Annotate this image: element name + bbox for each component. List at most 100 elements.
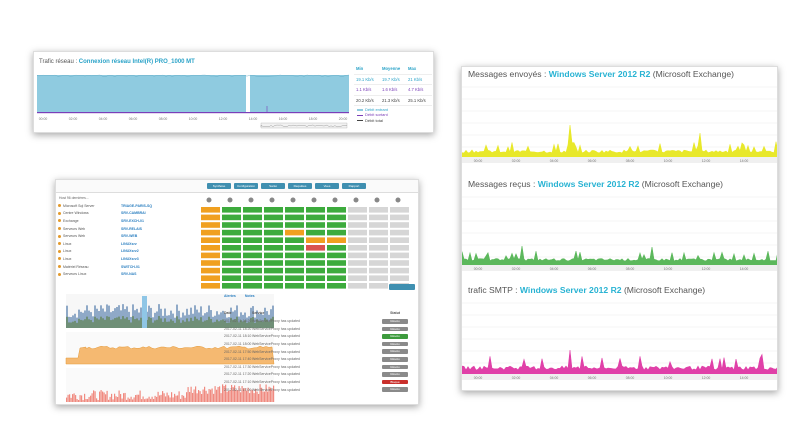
red-bar <box>91 393 93 402</box>
exchange-time-label: 06:00 <box>588 376 597 380</box>
status-cell <box>243 260 262 266</box>
status-cell <box>348 214 367 221</box>
host-link[interactable]: LINUXsrv <box>121 241 137 246</box>
event-status-badge: Résolu <box>382 341 408 347</box>
host-row[interactable]: Linux LINUXsrv3 <box>58 255 198 263</box>
host-row[interactable]: Serveurs Web SRV-WEB <box>58 232 198 240</box>
mem-bar <box>130 322 132 328</box>
host-row[interactable]: Exchange SRV-EXCH-01 <box>58 217 198 225</box>
status-cell <box>201 222 220 228</box>
host-group: Linux <box>63 241 72 246</box>
host-row[interactable]: Serveurs Web SRV-RELAIS <box>58 225 198 233</box>
cpu-bar <box>270 309 272 328</box>
host-list: Microsoft Sql Server TRIAGE-PARIS-SQ Centr… <box>58 202 198 278</box>
event-row[interactable]: 2017-02-11 17:40 WebServiceProxy has upda… <box>224 356 414 363</box>
mem-bar <box>272 316 274 328</box>
toolbar-button-5[interactable]: Rapport <box>342 183 366 189</box>
host-link[interactable]: SWITCH-01 <box>121 264 140 269</box>
toolbar-button-0[interactable]: Synthèse <box>207 183 231 189</box>
column-header-icon <box>395 197 401 203</box>
traffic-title: Trafic réseau : Connexion réseau Intel(R… <box>39 59 195 65</box>
mem-bar <box>264 317 266 328</box>
cpu-bar <box>194 305 196 328</box>
host-row[interactable]: Linux LINUXsrv2 <box>58 248 198 256</box>
red-bar <box>94 391 96 402</box>
tab-notes[interactable]: Notes <box>244 294 255 298</box>
host-link[interactable]: TRIAGE-PARIS-SQ <box>121 203 153 208</box>
host-link[interactable]: LINUXsrv2 <box>121 249 139 254</box>
red-bar <box>93 390 95 402</box>
status-cell <box>222 245 241 251</box>
cpu-bar <box>118 305 120 328</box>
host-link[interactable]: SRV-WEB <box>121 234 138 239</box>
event-row[interactable]: 2017-02-11 18:20 WebServiceProxy has upda… <box>224 318 414 325</box>
sent-server-link[interactable]: Windows Server 2012 R2 <box>548 69 651 79</box>
event-row[interactable]: 2017-02-11 18:10 WebServiceProxy has upda… <box>224 333 414 340</box>
host-row[interactable]: Centre Windows SRV-CAMBRAI <box>58 210 198 218</box>
host-status-icon <box>58 257 61 261</box>
events-action-button[interactable] <box>389 284 415 290</box>
mem-bar <box>116 317 118 328</box>
host-row[interactable]: Linux LINUXsrv <box>58 240 198 248</box>
status-cell <box>201 207 220 213</box>
red-bar <box>85 399 87 402</box>
mem-bar <box>228 322 230 328</box>
event-row[interactable]: 2017-02-11 17:10 WebServiceProxy has upda… <box>224 379 414 386</box>
red-bar <box>84 393 86 402</box>
event-date: 2017-02-11 18:10 <box>224 334 252 339</box>
red-bar <box>190 386 192 402</box>
red-bar <box>118 390 120 402</box>
host-link[interactable]: SRV-RELAIS <box>121 226 142 231</box>
host-link[interactable]: SRV-EXCH-01 <box>121 218 144 223</box>
event-row[interactable]: 2017-02-11 17:20 WebServiceProxy has upda… <box>224 371 414 378</box>
host-link[interactable]: SRV-CAMBRAI <box>121 211 146 216</box>
mem-bar <box>176 316 178 328</box>
status-cell <box>285 267 304 274</box>
event-row[interactable]: 2017-02-11 18:00 WebServiceProxy has upda… <box>224 341 414 348</box>
cpu-bar <box>82 312 84 328</box>
status-cell <box>285 245 304 251</box>
incoming-area <box>37 75 349 113</box>
host-link[interactable]: SRV-NAS <box>121 272 137 277</box>
red-bar <box>202 389 204 402</box>
toolbar-button-1[interactable]: Configuration <box>234 183 258 189</box>
red-bar <box>148 396 150 402</box>
toolbar-button-4[interactable]: Vues <box>315 183 339 189</box>
event-row[interactable]: 2017-02-11 17:30 WebServiceProxy has upda… <box>224 364 414 371</box>
event-status-badge: Résolu <box>382 318 408 324</box>
cpu-bar <box>114 308 116 328</box>
status-cell <box>369 207 388 213</box>
traffic-time-label: 16:00 <box>279 117 288 121</box>
event-status-badge: Résolu <box>382 387 408 392</box>
mem-bar <box>190 317 192 328</box>
cpu-bar <box>100 305 102 328</box>
toolbar-button-2[interactable]: Santé <box>261 183 285 189</box>
red-bar <box>211 388 213 402</box>
mem-bar <box>108 316 110 328</box>
tab-alertes[interactable]: Alertes <box>224 294 236 298</box>
red-bar <box>184 397 186 402</box>
traffic-interface-link[interactable]: Connexion réseau Intel(R) PRO_1000 MT <box>78 59 195 65</box>
mem-bar <box>84 319 86 328</box>
host-link[interactable]: LINUXsrv3 <box>121 256 139 261</box>
toolbar-button-3[interactable]: Requêtes <box>288 183 312 189</box>
event-row[interactable]: 2017-02-11 17:00 WebServiceProxy has upda… <box>224 386 414 393</box>
mem-bar <box>166 321 168 328</box>
event-row[interactable]: 2017-02-11 17:50 WebServiceProxy has upda… <box>224 348 414 355</box>
smtp-server-link[interactable]: Windows Server 2012 R2 <box>519 285 622 295</box>
cpu-bar <box>86 305 88 328</box>
red-bar <box>172 397 174 402</box>
red-bar <box>175 395 177 402</box>
host-row[interactable]: Serveurs Linux SRV-NAS <box>58 270 198 278</box>
cpu-bar <box>258 314 260 328</box>
status-cell <box>390 207 409 213</box>
received-server-link[interactable]: Windows Server 2012 R2 <box>537 179 640 189</box>
mem-bar <box>86 316 88 328</box>
red-bar <box>238 386 240 402</box>
red-bar <box>186 392 188 402</box>
event-row[interactable]: 2017-02-11 18:20 WebServiceProxy has upda… <box>224 326 414 333</box>
events-panel: Alertes Notes Date Service Statut 2017-0… <box>222 284 418 402</box>
host-row[interactable]: Microsoft Sql Server TRIAGE-PARIS-SQ <box>58 202 198 210</box>
cpu-bar <box>76 317 78 328</box>
host-row[interactable]: Matériel Réseau SWITCH-01 <box>58 263 198 271</box>
